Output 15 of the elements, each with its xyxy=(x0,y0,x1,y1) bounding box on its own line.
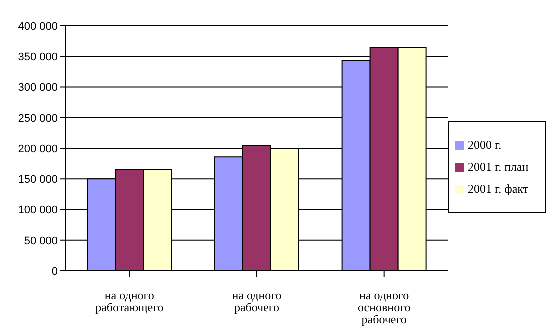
y-tick-label: 50 000 xyxy=(24,235,58,248)
y-tick-label: 150 000 xyxy=(18,174,58,186)
legend-label: 2001 г. факт xyxy=(468,182,529,196)
y-tick-label: 350 000 xyxy=(18,52,58,64)
x-tick-label: на одного основного рабочего xyxy=(358,288,411,327)
y-tick-label: 300 000 xyxy=(18,82,58,94)
x-tick-label: на одного работающего xyxy=(96,288,164,315)
legend-label: 2000 г. xyxy=(468,138,502,152)
y-tick-label: 250 000 xyxy=(18,112,58,125)
y-tick-label: 100 000 xyxy=(18,204,58,217)
legend-label: 2001 г. план xyxy=(468,160,529,174)
y-tick-label: 400 000 xyxy=(18,20,58,33)
y-tick-label: 200 000 xyxy=(18,143,58,156)
y-tick-label: 0 xyxy=(52,266,58,278)
x-tick-label: на одного рабочего xyxy=(232,288,282,315)
